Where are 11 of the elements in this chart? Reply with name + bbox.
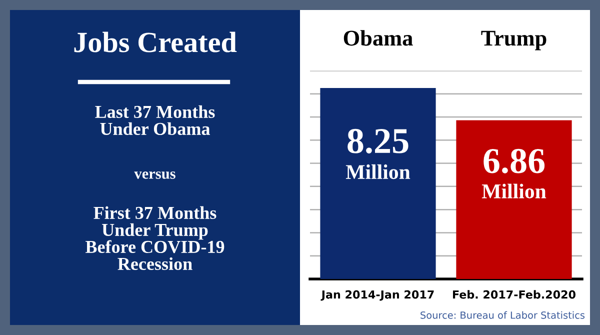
text: Trump xyxy=(481,30,546,50)
text: Obama xyxy=(344,30,413,46)
x-tick-label: Feb. 2017-Feb.2020 xyxy=(453,290,576,299)
x-tick-label: Jan 2014-Jan 2017 xyxy=(320,290,434,301)
source-note: Source: Bureau of Labor Statistics xyxy=(420,311,585,319)
chart-title: Jobs Created xyxy=(74,32,237,52)
data-label: 6.86 Million xyxy=(482,148,546,198)
text: First 37 Months Under Trump Before COVID-19 Recession xyxy=(86,206,224,270)
data-label: 8.25 Million xyxy=(346,128,410,180)
text: versus xyxy=(134,171,176,179)
text: Last 37 Months Under Obama xyxy=(95,105,215,136)
